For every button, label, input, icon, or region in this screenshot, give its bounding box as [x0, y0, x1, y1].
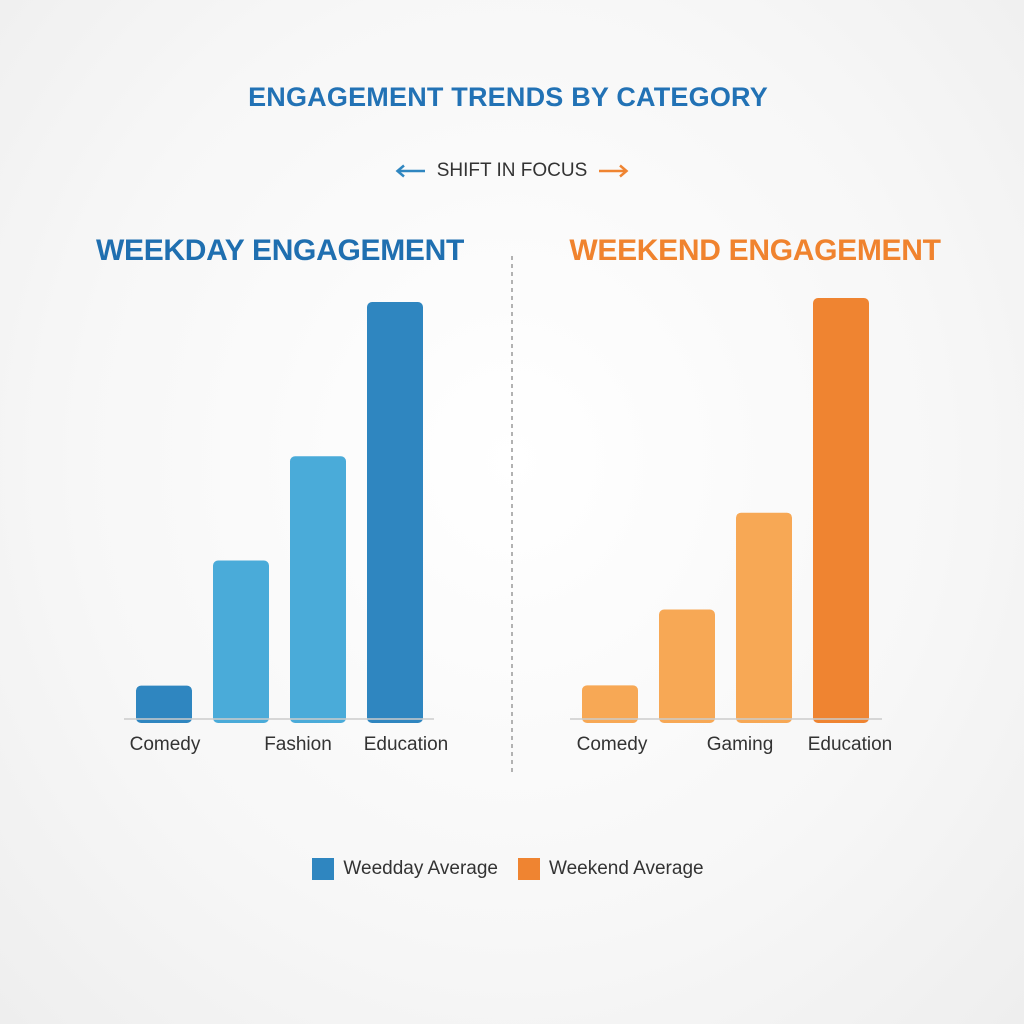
weekday-bar-2 [213, 560, 269, 723]
legend-item-weekday: Weedday Average [312, 858, 498, 880]
weekend-bar-2 [659, 609, 715, 723]
legend-label-weekday: Weedday Average [343, 858, 498, 879]
weekday-bar-4 [367, 302, 423, 723]
weekend-bar-3 [736, 512, 792, 723]
weekday-category-label-1: Comedy [130, 734, 201, 755]
weekend-bar-1 [582, 685, 638, 723]
weekday-category-label-4: Education [364, 734, 449, 755]
weekday-bar-1 [136, 685, 192, 723]
weekday-panel-title: WEEKDAY ENGAGEMENT [96, 234, 464, 267]
weekend-category-label-4: Education [808, 734, 893, 755]
legend-swatch-weekday [312, 858, 335, 880]
arrow-right-icon [599, 164, 629, 178]
legend-swatch-weekend [518, 858, 540, 880]
legend-label-weekend: Weekend Average [549, 858, 704, 879]
shift-in-focus: SHIFT IN FOCUS [0, 160, 1024, 182]
weekend-bar-4 [813, 298, 869, 723]
weekend-category-label-1: Comedy [577, 734, 648, 755]
weekday-bar-3 [290, 456, 346, 723]
legend: Weedday Average Weekend Average [0, 858, 1016, 880]
legend-item-weekend: Weekend Average [518, 858, 704, 880]
weekday-category-label-3: Fashion [264, 734, 332, 755]
weekend-category-label-3: Gaming [707, 734, 774, 755]
chart-title: ENGAGEMENT TRENDS BY CATEGORY [248, 82, 768, 112]
shift-label: SHIFT IN FOCUS [436, 160, 588, 181]
weekend-panel-title: WEEKEND ENGAGEMENT [569, 234, 941, 267]
arrow-left-icon [395, 164, 425, 178]
